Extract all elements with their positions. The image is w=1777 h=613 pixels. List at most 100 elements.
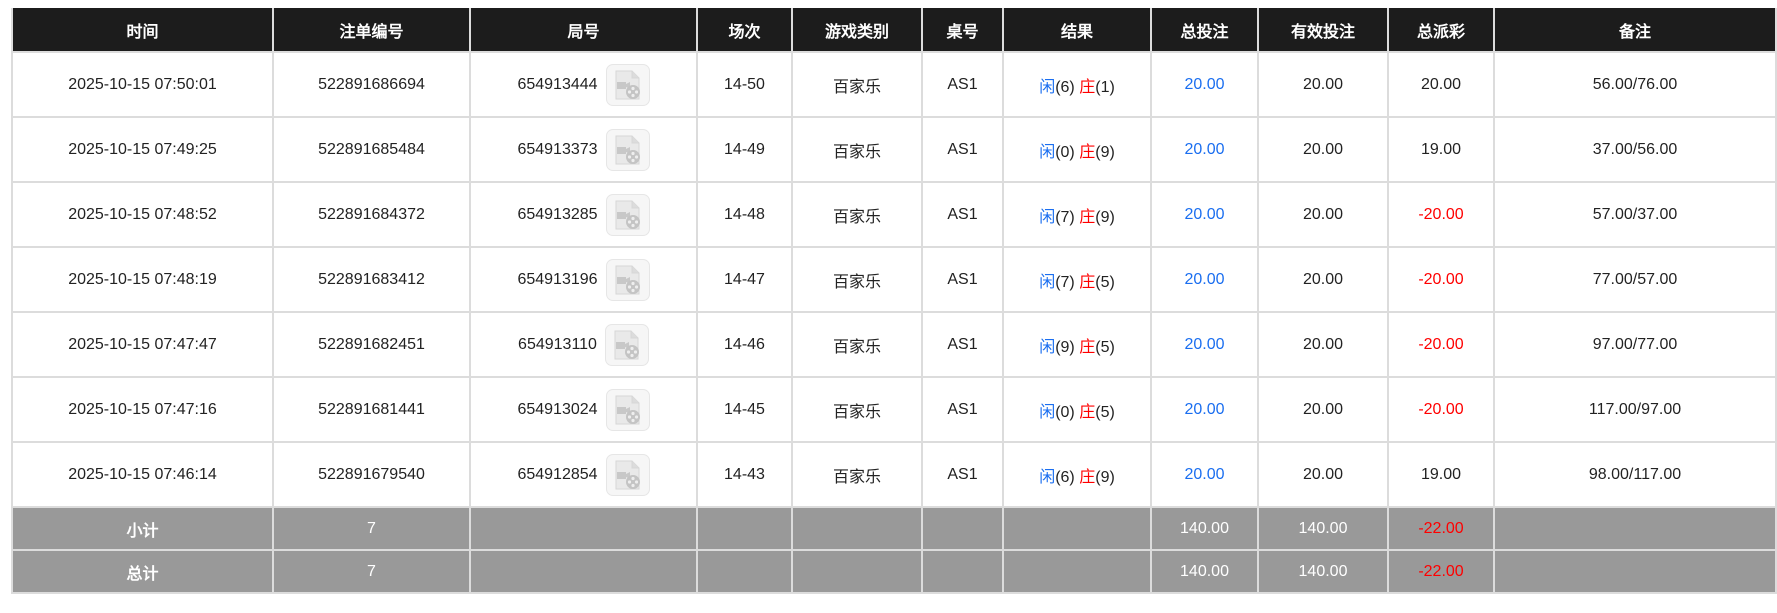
- col-header-note: 备注: [1493, 8, 1777, 53]
- cell-payout: -20.00: [1387, 376, 1495, 443]
- banker-score: (5): [1095, 273, 1115, 291]
- player-label: 闲: [1039, 338, 1056, 356]
- player-label: 闲: [1039, 143, 1056, 161]
- video-replay-icon[interactable]: [605, 128, 650, 171]
- col-header-payout: 总派彩: [1387, 8, 1495, 53]
- table-row: 2025-10-15 07:46:14 522891679540 654912854…: [11, 441, 1777, 508]
- cell-valid-bet: 20.00: [1257, 116, 1389, 183]
- cell-total-bet: 20.00: [1150, 246, 1259, 313]
- cell-game-type: 百家乐: [791, 51, 923, 118]
- grand-total-total-bet: 140.00: [1150, 549, 1259, 594]
- banker-label: 庄: [1079, 78, 1096, 96]
- col-header-shoe: 场次: [696, 8, 793, 53]
- banker-label: 庄: [1079, 338, 1096, 356]
- cell-table: AS1: [921, 116, 1004, 183]
- round-id-text: 654913444: [517, 75, 598, 93]
- player-label: 闲: [1039, 78, 1056, 96]
- cell-bet-id: 522891681441: [272, 376, 471, 443]
- round-id-text: 654912854: [517, 465, 598, 483]
- cell-total-bet: 20.00: [1150, 441, 1259, 508]
- cell-result: 闲(6) 庄(1): [1002, 51, 1152, 118]
- player-score: (6): [1055, 78, 1075, 96]
- cell-note: 77.00/57.00: [1493, 246, 1777, 313]
- cell-round-id: 654913196: [469, 246, 698, 313]
- cell-result: 闲(7) 庄(5): [1002, 246, 1152, 313]
- cell-table: AS1: [921, 311, 1004, 378]
- cell-valid-bet: 20.00: [1257, 311, 1389, 378]
- player-score: (6): [1055, 468, 1075, 486]
- cell-note: 117.00/97.00: [1493, 376, 1777, 443]
- banker-score: (5): [1095, 338, 1115, 356]
- grand-total-valid-bet: 140.00: [1257, 549, 1389, 594]
- cell-time: 2025-10-15 07:47:47: [11, 311, 274, 378]
- banker-label: 庄: [1079, 143, 1096, 161]
- table-row: 2025-10-15 07:50:01 522891686694 654913444…: [11, 51, 1777, 118]
- video-replay-icon[interactable]: [604, 323, 649, 366]
- cell-table: AS1: [921, 441, 1004, 508]
- cell-payout: 20.00: [1387, 51, 1495, 118]
- bet-history-table: 时间 注单编号 局号 场次 游戏类别 桌号 结果 总投注 有效投注 总派彩 备注…: [11, 8, 1777, 594]
- cell-table: AS1: [921, 51, 1004, 118]
- cell-time: 2025-10-15 07:48:52: [11, 181, 274, 248]
- subtotal-row: 小计 7 140.00 140.00 -22.00: [11, 506, 1777, 551]
- cell-payout: -20.00: [1387, 311, 1495, 378]
- video-replay-icon[interactable]: [605, 258, 650, 301]
- banker-score: (9): [1095, 143, 1115, 161]
- round-id-text: 654913024: [517, 400, 598, 418]
- col-header-bet-id: 注单编号: [272, 8, 471, 53]
- cell-table: AS1: [921, 376, 1004, 443]
- cell-round-id: 654912854: [469, 441, 698, 508]
- cell-total-bet: 20.00: [1150, 116, 1259, 183]
- round-id-text: 654913196: [517, 270, 598, 288]
- video-replay-icon[interactable]: [605, 63, 650, 106]
- cell-result: 闲(9) 庄(5): [1002, 311, 1152, 378]
- grand-total-label: 总计: [11, 549, 274, 594]
- col-header-time: 时间: [11, 8, 274, 53]
- player-score: (0): [1055, 403, 1075, 421]
- cell-time: 2025-10-15 07:46:14: [11, 441, 274, 508]
- cell-bet-id: 522891684372: [272, 181, 471, 248]
- player-label: 闲: [1039, 208, 1056, 226]
- player-score: (9): [1055, 338, 1075, 356]
- cell-game-type: 百家乐: [791, 376, 923, 443]
- col-header-table: 桌号: [921, 8, 1004, 53]
- video-replay-icon[interactable]: [605, 388, 650, 431]
- cell-bet-id: 522891685484: [272, 116, 471, 183]
- cell-round-id: 654913110: [469, 311, 698, 378]
- round-id-text: 654913110: [518, 335, 597, 353]
- cell-bet-id: 522891682451: [272, 311, 471, 378]
- cell-round-id: 654913285: [469, 181, 698, 248]
- cell-result: 闲(0) 庄(5): [1002, 376, 1152, 443]
- banker-score: (9): [1095, 208, 1115, 226]
- player-score: (7): [1055, 208, 1075, 226]
- round-id-text: 654913373: [517, 140, 598, 158]
- cell-game-type: 百家乐: [791, 311, 923, 378]
- col-header-valid-bet: 有效投注: [1257, 8, 1389, 53]
- banker-label: 庄: [1079, 468, 1096, 486]
- cell-game-type: 百家乐: [791, 116, 923, 183]
- cell-payout: 19.00: [1387, 441, 1495, 508]
- cell-shoe: 14-45: [696, 376, 793, 443]
- cell-total-bet: 20.00: [1150, 181, 1259, 248]
- cell-shoe: 14-48: [696, 181, 793, 248]
- banker-label: 庄: [1079, 403, 1096, 421]
- cell-bet-id: 522891683412: [272, 246, 471, 313]
- cell-result: 闲(7) 庄(9): [1002, 181, 1152, 248]
- subtotal-valid-bet: 140.00: [1257, 506, 1389, 551]
- header-row: 时间 注单编号 局号 场次 游戏类别 桌号 结果 总投注 有效投注 总派彩 备注: [11, 8, 1777, 53]
- cell-note: 97.00/77.00: [1493, 311, 1777, 378]
- table-row: 2025-10-15 07:47:16 522891681441 654913024…: [11, 376, 1777, 443]
- cell-shoe: 14-46: [696, 311, 793, 378]
- subtotal-payout: -22.00: [1387, 506, 1495, 551]
- cell-bet-id: 522891686694: [272, 51, 471, 118]
- video-replay-icon[interactable]: [605, 453, 650, 496]
- grand-total-count: 7: [272, 549, 471, 594]
- cell-time: 2025-10-15 07:50:01: [11, 51, 274, 118]
- cell-total-bet: 20.00: [1150, 376, 1259, 443]
- cell-game-type: 百家乐: [791, 441, 923, 508]
- cell-round-id: 654913373: [469, 116, 698, 183]
- player-label: 闲: [1039, 468, 1056, 486]
- video-replay-icon[interactable]: [605, 193, 650, 236]
- cell-shoe: 14-43: [696, 441, 793, 508]
- cell-shoe: 14-49: [696, 116, 793, 183]
